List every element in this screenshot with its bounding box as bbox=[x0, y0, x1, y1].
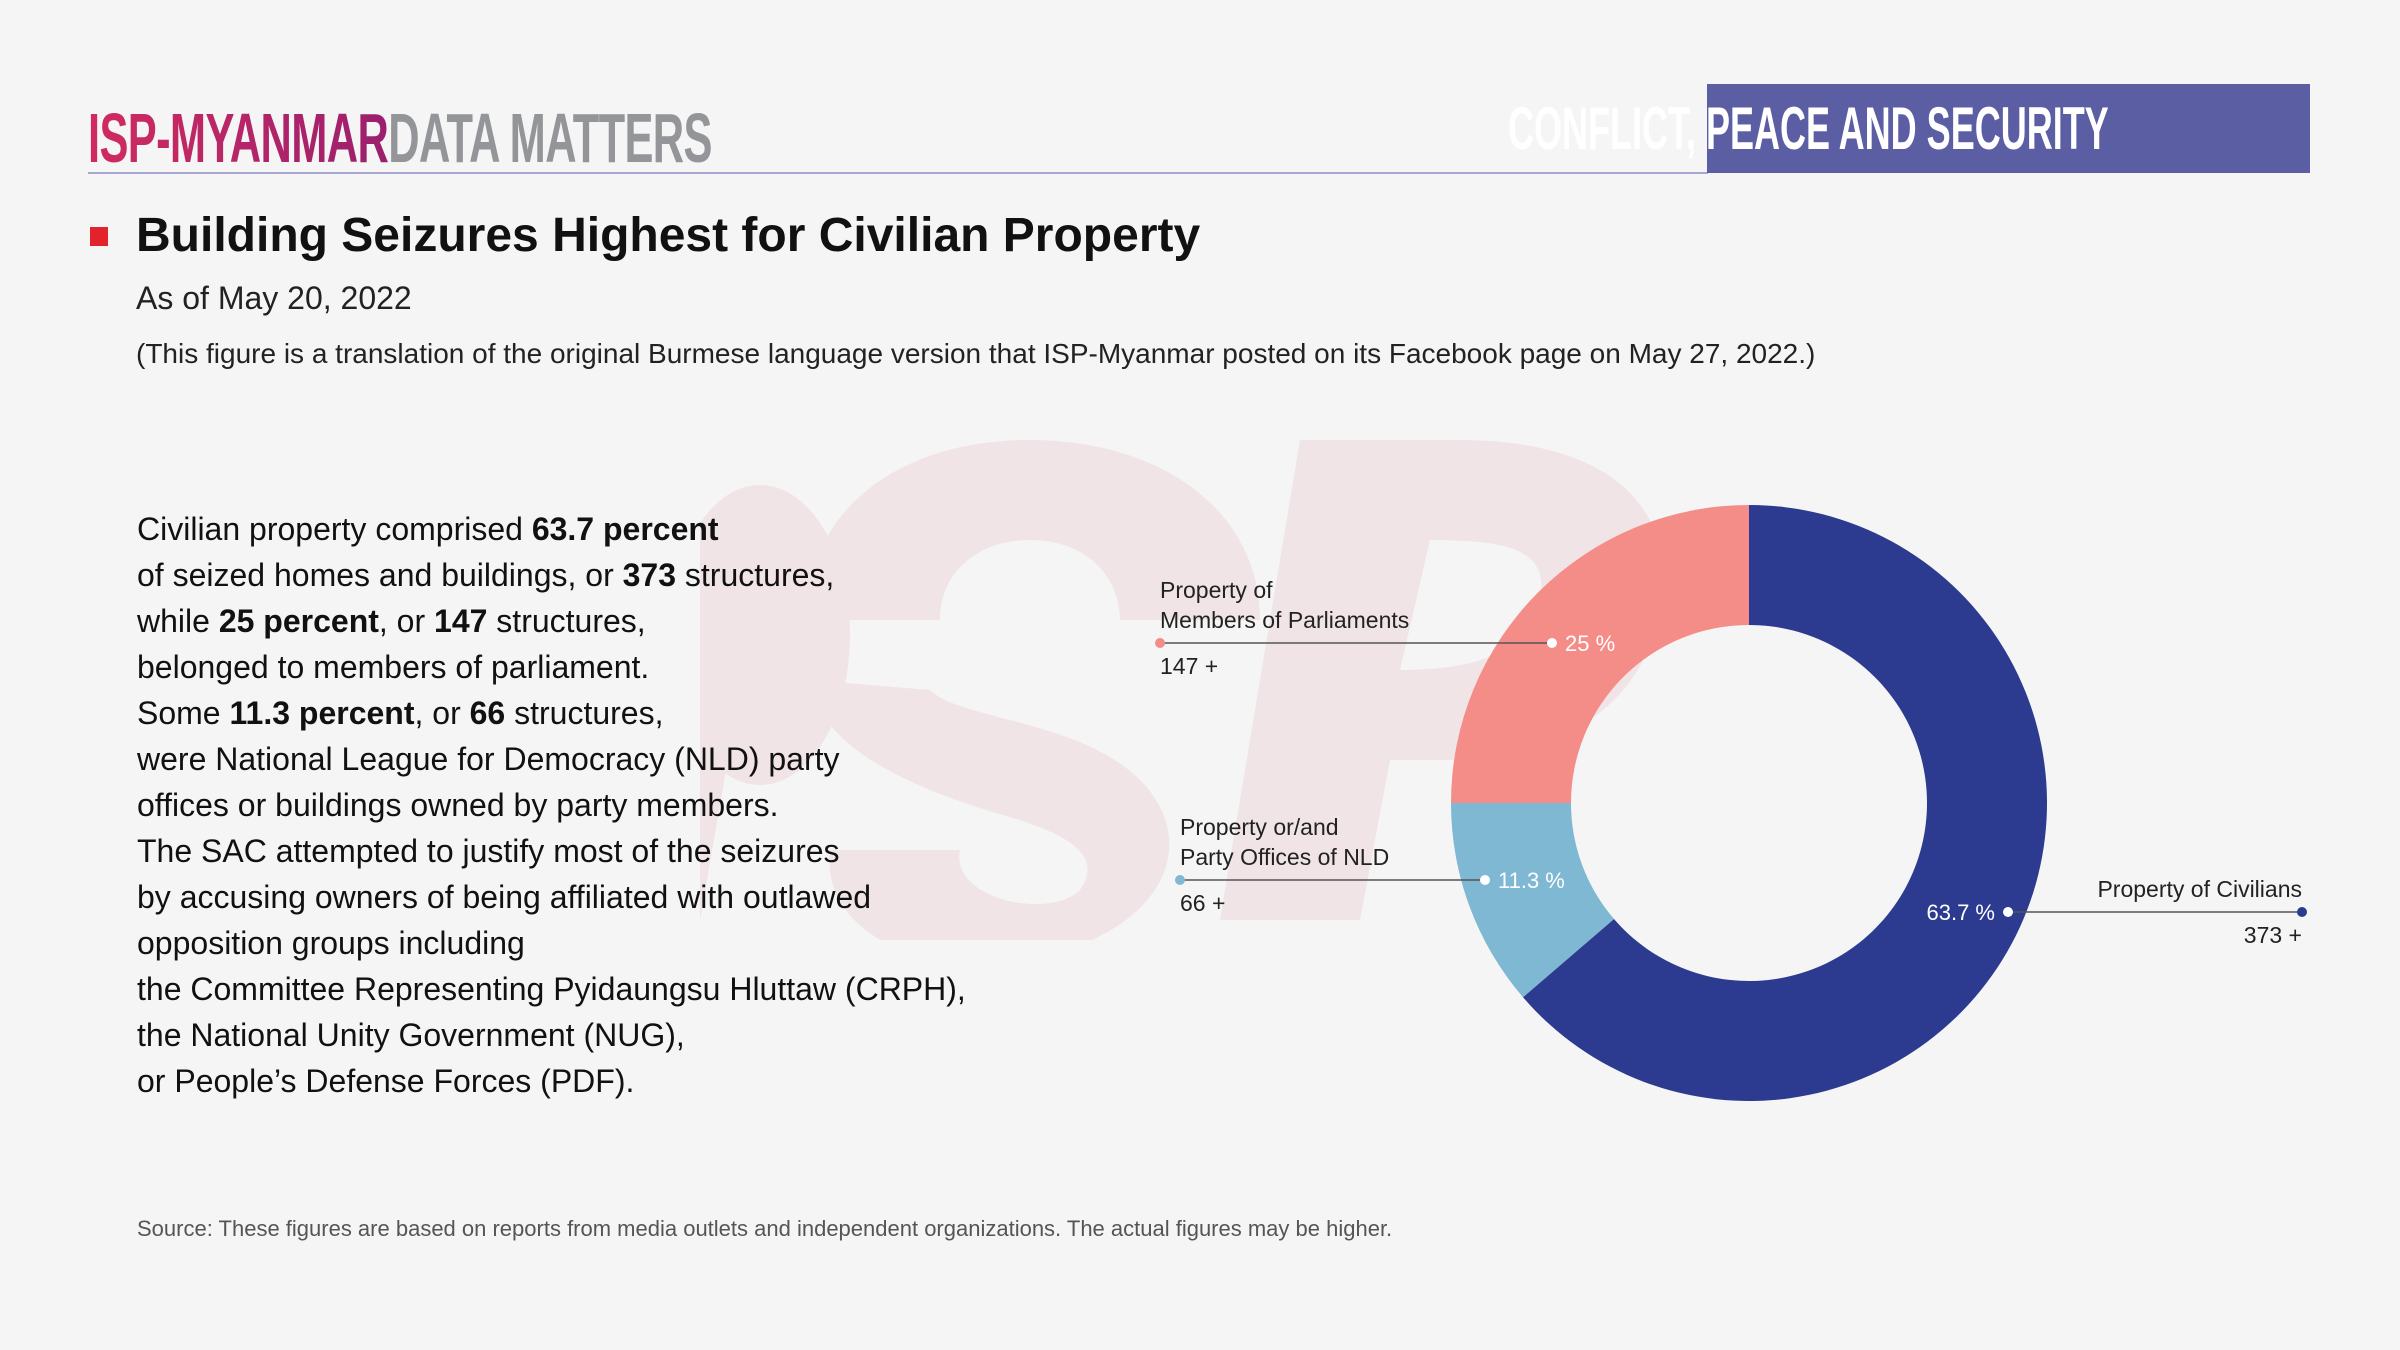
count-label-property-of-civilians: 373 + bbox=[2243, 922, 2302, 948]
legend-dot-property-of-civilians bbox=[2297, 907, 2307, 917]
summary-text: , or bbox=[414, 695, 470, 731]
summary-line: offices or buildings owned by party memb… bbox=[137, 782, 966, 828]
isp-watermark-logo bbox=[700, 440, 1664, 940]
summary-line: opposition groups including bbox=[137, 920, 966, 966]
category-label-property-or-and-party-offices-of-nld: Property or/and Party Offices of NLD bbox=[1180, 812, 1389, 872]
category-badge: CONFLICT, PEACE AND SECURITY bbox=[1508, 84, 2310, 173]
summary-text: the Committee Representing Pyidaungsu Hl… bbox=[137, 971, 966, 1007]
summary-text: by accusing owners of being affiliated w… bbox=[137, 879, 872, 915]
summary-line: the Committee Representing Pyidaungsu Hl… bbox=[137, 966, 966, 1012]
donut-slice-property-or-and-party-offices-of-nld bbox=[1451, 803, 1615, 998]
summary-line: while 25 percent, or 147 structures, bbox=[137, 598, 966, 644]
donut-slice-property-of-civilians bbox=[1523, 505, 2048, 1101]
summary-line: Some 11.3 percent, or 66 structures, bbox=[137, 690, 966, 736]
brand-logo: ISP-MYANMARDATA MATTERS bbox=[88, 98, 712, 178]
summary-line: The SAC attempted to justify most of the… bbox=[137, 828, 966, 874]
summary-text: structures, bbox=[676, 557, 835, 593]
summary-line: or People’s Defense Forces (PDF). bbox=[137, 1058, 966, 1104]
summary-text: belonged to members of parliament. bbox=[137, 649, 650, 685]
summary-line: by accusing owners of being affiliated w… bbox=[137, 874, 966, 920]
category-label-property-of-civilians: Property of Civilians bbox=[2097, 874, 2302, 904]
highlight-figure: 11.3 percent bbox=[229, 695, 415, 731]
slice-dot-property-of-members-of-parliaments bbox=[1547, 638, 1557, 648]
slice-dot-property-of-civilians bbox=[2003, 907, 2013, 917]
summary-text: , or bbox=[378, 603, 435, 639]
percent-label-property-or-and-party-offices-of-nld: 11.3 % bbox=[1498, 868, 1565, 893]
summary-text: Some bbox=[137, 695, 230, 731]
chart-date: As of May 20, 2022 bbox=[136, 280, 412, 316]
donut-slice-property-of-members-of-parliaments bbox=[1451, 505, 1749, 803]
category-label-line: Party Offices of NLD bbox=[1180, 844, 1390, 870]
summary-text: The SAC attempted to justify most of the… bbox=[137, 833, 840, 869]
summary-line: were National League for Democracy (NLD)… bbox=[137, 736, 966, 782]
summary-line: Civilian property comprised 63.7 percent bbox=[137, 506, 966, 552]
summary-text: the National Unity Government (NUG), bbox=[137, 1017, 685, 1053]
summary-text: while bbox=[137, 603, 219, 639]
brand-secondary: DATA MATTERS bbox=[388, 99, 712, 177]
summary-text: or People’s Defense Forces (PDF). bbox=[137, 1063, 635, 1099]
summary-paragraph: Civilian property comprised 63.7 percent… bbox=[137, 506, 966, 1104]
highlight-figure: 25 percent bbox=[218, 603, 379, 639]
translation-note: (This figure is a translation of the ori… bbox=[136, 338, 1816, 369]
count-label-property-or-and-party-offices-of-nld: 66 + bbox=[1180, 890, 1226, 916]
highlight-figure: 66 bbox=[469, 695, 506, 731]
summary-text: of seized homes and buildings, or bbox=[137, 557, 623, 593]
legend-dot-property-of-members-of-parliaments bbox=[1155, 638, 1165, 648]
highlight-figure: 147 bbox=[434, 603, 488, 639]
summary-line: belonged to members of parliament. bbox=[137, 644, 966, 690]
title-marker bbox=[90, 227, 108, 246]
summary-text: opposition groups including bbox=[137, 925, 525, 961]
summary-text: structures, bbox=[487, 603, 646, 639]
legend-dot-property-or-and-party-offices-of-nld bbox=[1175, 875, 1185, 885]
chart-title: Building Seizures Highest for Civilian P… bbox=[136, 209, 1201, 262]
highlight-figure: 373 bbox=[622, 557, 677, 593]
slice-dot-property-or-and-party-offices-of-nld bbox=[1480, 875, 1490, 885]
highlight-figure: 63.7 percent bbox=[531, 511, 719, 547]
summary-text: structures, bbox=[505, 695, 664, 731]
category-label-line: Property of Civilians bbox=[2097, 876, 2302, 902]
brand-primary: ISP-MYANMAR bbox=[88, 99, 389, 177]
category-label-line: Members of Parliaments bbox=[1160, 607, 1410, 633]
category-label-line: Property or/and bbox=[1180, 814, 1339, 840]
category-badge-label: CONFLICT, PEACE AND SECURITY bbox=[1507, 95, 2109, 162]
summary-line: the National Unity Government (NUG), bbox=[137, 1012, 966, 1058]
summary-line: of seized homes and buildings, or 373 st… bbox=[137, 552, 966, 598]
summary-text: offices or buildings owned by party memb… bbox=[137, 787, 779, 823]
source-note: Source: These figures are based on repor… bbox=[137, 1216, 1393, 1241]
summary-text: Civilian property comprised bbox=[137, 511, 532, 547]
category-label-line: Property of bbox=[1160, 577, 1273, 603]
category-label-property-of-members-of-parliaments: Property of Members of Parliaments bbox=[1160, 575, 1409, 635]
header-divider bbox=[88, 172, 1708, 174]
percent-label-property-of-members-of-parliaments: 25 % bbox=[1565, 631, 1615, 656]
summary-text: were National League for Democracy (NLD)… bbox=[137, 741, 840, 777]
percent-label-property-of-civilians: 63.7 % bbox=[1927, 900, 1996, 925]
count-label-property-of-members-of-parliaments: 147 + bbox=[1160, 653, 1219, 679]
